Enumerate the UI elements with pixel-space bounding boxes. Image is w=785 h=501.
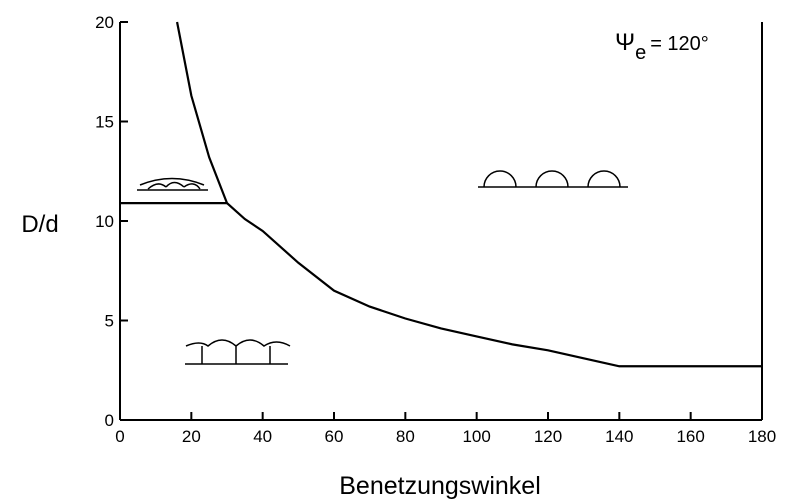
x-tick-label: 120 <box>534 427 562 446</box>
annotation-subscript: e <box>635 42 646 64</box>
y-axis-label: D/d <box>21 211 58 238</box>
x-axis-label: Benetzungswinkel <box>339 472 541 500</box>
annotation-text: = 120° <box>650 33 709 55</box>
x-tick-label: 0 <box>115 427 124 446</box>
y-tick-label: 0 <box>105 411 114 430</box>
x-tick-label: 20 <box>182 427 201 446</box>
x-tick-label: 60 <box>325 427 344 446</box>
y-tick-label: 10 <box>95 212 114 231</box>
y-tick-label: 20 <box>95 13 114 32</box>
x-tick-label: 140 <box>605 427 633 446</box>
x-tick-label: 40 <box>253 427 272 446</box>
y-tick-label: 15 <box>95 113 114 132</box>
annotation: Ψe = 120° <box>615 29 709 64</box>
drop-icons <box>137 170 628 365</box>
data-line <box>175 21 762 368</box>
x-tick-label: 100 <box>462 427 490 446</box>
x-tick-label: 180 <box>748 427 776 446</box>
annotation-symbol: Ψ <box>615 29 635 56</box>
y-tick-label: 5 <box>105 312 114 331</box>
x-tick-label: 80 <box>396 427 415 446</box>
x-tick-label: 160 <box>676 427 704 446</box>
